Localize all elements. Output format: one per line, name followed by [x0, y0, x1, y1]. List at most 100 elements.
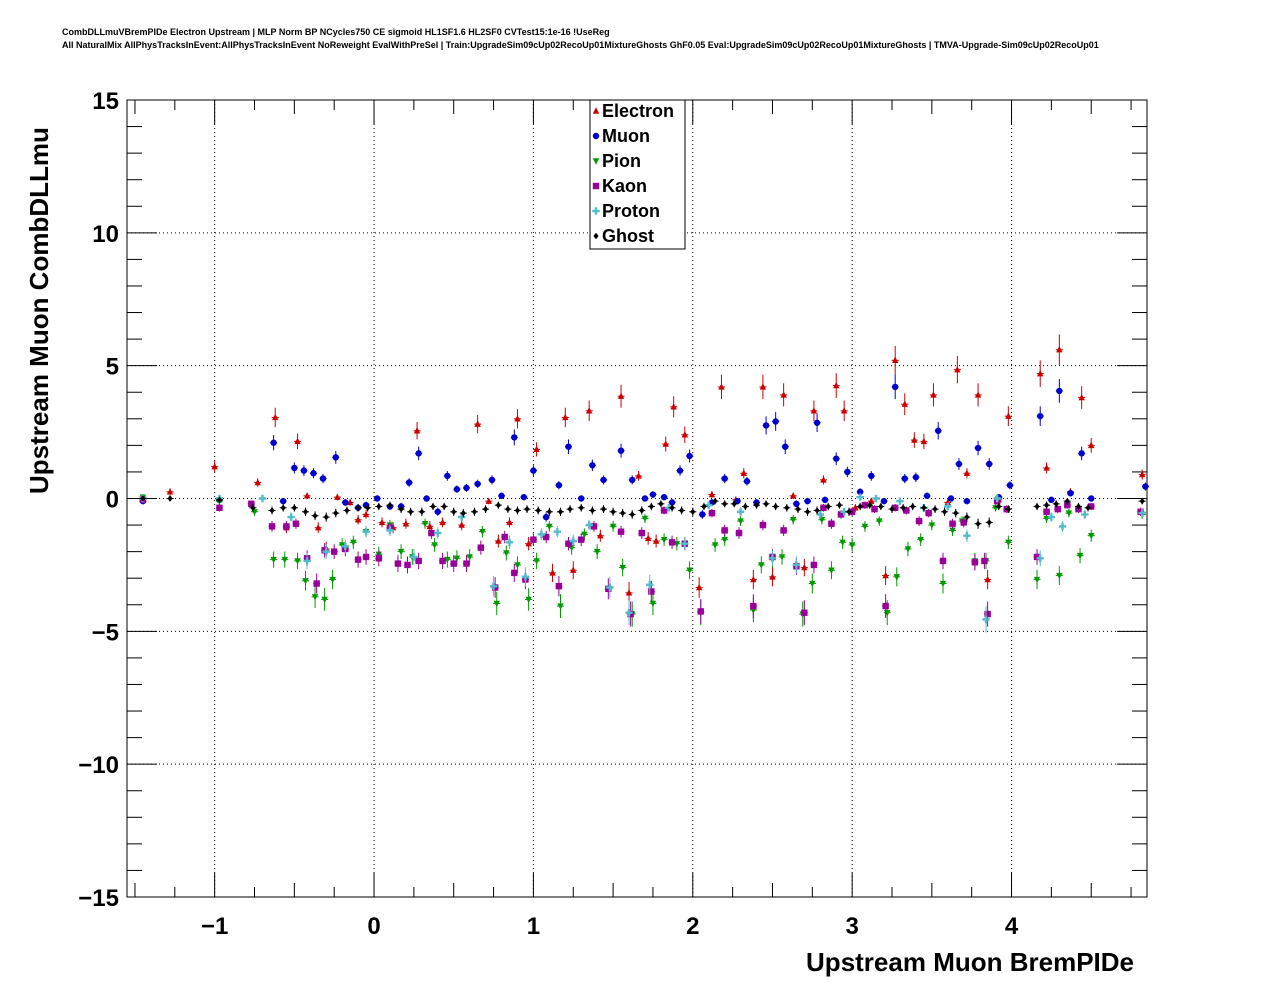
data-point [610, 508, 616, 515]
data-point [804, 497, 811, 505]
data-point [405, 479, 413, 486]
data-point [505, 538, 514, 547]
data-point [670, 403, 677, 410]
data-point [1033, 576, 1041, 584]
data-point [312, 512, 318, 519]
data-point [530, 536, 537, 543]
data-point [821, 496, 829, 504]
data-point [524, 505, 530, 513]
series-ghost [139, 495, 1146, 529]
data-point [971, 559, 979, 566]
data-point [743, 478, 751, 485]
legend-label-electron: Electron [602, 101, 674, 121]
data-point [982, 615, 990, 624]
legend-label-pion: Pion [602, 151, 641, 171]
data-point [668, 539, 676, 546]
data-point [836, 501, 843, 509]
series-proton [139, 493, 1146, 633]
data-point [891, 504, 899, 511]
data-point [846, 508, 852, 515]
title-line-1: CombDLLmuVBremPIDe Electron Upstream | M… [62, 27, 610, 37]
data-point [269, 507, 275, 514]
data-point [648, 503, 654, 510]
data-point [302, 578, 309, 585]
data-point [415, 450, 422, 457]
data-point [530, 467, 537, 474]
data-point [248, 500, 255, 508]
data-point [778, 554, 786, 561]
data-point [772, 418, 779, 425]
legend-label-ghost: Ghost [602, 226, 654, 246]
data-point [825, 503, 831, 510]
data-point [280, 504, 286, 511]
x-axis-title: Upstream Muon BremPIDe [806, 947, 1134, 977]
data-point [439, 557, 446, 565]
data-point [690, 508, 696, 515]
data-point [303, 557, 311, 565]
data-point [1088, 495, 1095, 502]
x-tick-label: 1 [527, 913, 540, 940]
data-point [479, 529, 486, 536]
data-point [676, 467, 684, 474]
data-point [949, 520, 956, 527]
data-point [430, 503, 436, 510]
data-point [625, 609, 633, 617]
data-point [1043, 464, 1050, 471]
data-point [648, 588, 655, 595]
data-point [570, 566, 577, 573]
data-point [816, 510, 824, 519]
data-point [585, 521, 593, 529]
data-point [882, 602, 889, 610]
data-point [769, 573, 776, 580]
data-point [944, 502, 952, 511]
data-point [378, 518, 386, 526]
data-point [901, 475, 908, 482]
data-point [695, 583, 703, 591]
data-point [334, 493, 341, 500]
data-point [270, 439, 277, 446]
data-point [1142, 483, 1149, 490]
data-point [581, 531, 588, 539]
legend-marker-proton [592, 207, 600, 215]
data-point [915, 517, 923, 525]
data-point [441, 503, 447, 510]
data-point [1088, 532, 1095, 540]
x-tick-label: 0 [367, 913, 380, 940]
data-point [641, 495, 649, 502]
data-point [283, 523, 290, 530]
data-point [250, 504, 256, 511]
data-point [1088, 441, 1095, 449]
data-point [911, 436, 918, 443]
data-point [1139, 497, 1145, 505]
data-point [562, 413, 569, 421]
data-point [1037, 369, 1044, 377]
data-point [268, 523, 276, 530]
data-point [585, 407, 593, 414]
data-point [925, 509, 932, 517]
data-point [955, 460, 963, 468]
data-point [1065, 510, 1073, 517]
data-point [471, 508, 478, 515]
data-point [279, 497, 287, 505]
data-point [474, 480, 481, 488]
data-point [646, 581, 654, 589]
data-point [590, 523, 598, 530]
data-point [600, 476, 607, 484]
data-point [1078, 393, 1085, 401]
data-point [923, 492, 931, 500]
data-point [986, 460, 993, 468]
data-point [354, 516, 362, 523]
data-point [457, 513, 466, 521]
x-tick-label: 4 [1005, 913, 1019, 940]
data-point [889, 505, 895, 513]
data-point [402, 520, 410, 527]
data-point [332, 454, 339, 461]
axis-ticks [127, 99, 1147, 898]
data-point [759, 521, 767, 529]
data-point [300, 467, 308, 474]
data-point [975, 520, 981, 527]
data-point [488, 476, 496, 484]
data-point [750, 602, 757, 610]
data-point [567, 505, 573, 513]
